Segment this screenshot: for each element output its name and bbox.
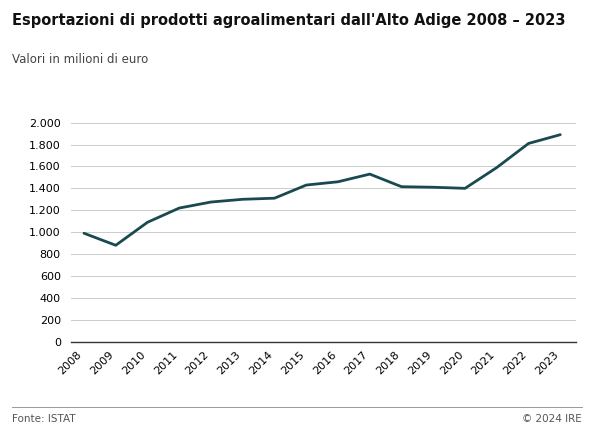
Text: Esportazioni di prodotti agroalimentari dall'Alto Adige 2008 – 2023: Esportazioni di prodotti agroalimentari …: [12, 13, 565, 28]
Text: Valori in milioni di euro: Valori in milioni di euro: [12, 53, 148, 66]
Text: Fonte: ISTAT: Fonte: ISTAT: [12, 414, 75, 424]
Text: © 2024 IRE: © 2024 IRE: [522, 414, 582, 424]
